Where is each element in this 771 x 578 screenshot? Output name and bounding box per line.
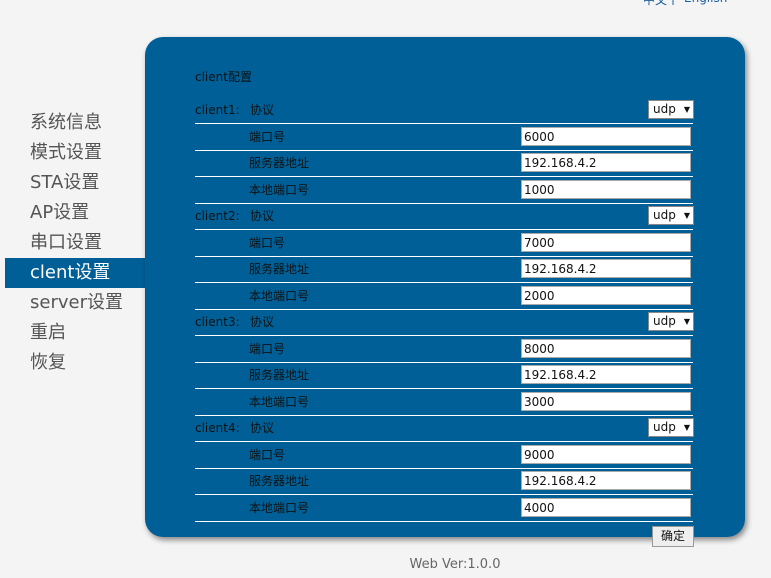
field-input[interactable]: 192.168.4.2 [521,471,691,490]
field-label: 端口号 [249,447,286,462]
language-link[interactable]: 中文 [643,0,668,7]
field-input[interactable]: 192.168.4.2 [521,365,691,384]
field-row: 服务器地址 192.168.4.2 [195,150,693,177]
field-row: 端口号 8000 [195,336,693,363]
field-input[interactable]: 4000 [521,497,691,517]
field-label: 端口号 [249,129,286,144]
field-label: 本地端口号 [249,394,310,409]
client-label: client2: [195,209,240,223]
sidebar-item[interactable]: 恢复 [30,352,66,373]
sidebar-item[interactable]: 模式设置 [30,142,102,163]
dropdown-arrow: ▼ [683,317,690,326]
field-row: 服务器地址 192.168.4.2 [195,468,693,495]
sidebar-item[interactable]: 串口设置 [30,232,102,253]
dropdown-arrow: ▼ [683,423,690,432]
sidebar-item[interactable]: 系统信息 [30,112,102,133]
footer: Web Ver:1.0.0 [409,557,501,572]
field-row: 端口号 7000 [195,230,693,257]
field-row: 本地端口号 1000 [195,177,693,204]
client-header: client3: 协议 udp ▼ [195,309,694,336]
client-header: client1: 协议 udp ▼ [195,97,694,124]
sidebar-item[interactable]: 重启 [30,322,66,343]
protocol-label: 协议 [250,209,275,223]
client-label: client4: [195,421,240,435]
field-row: 端口号 6000 [195,124,693,151]
protocol-select[interactable]: udp ▼ [648,100,694,119]
field-input[interactable]: 192.168.4.2 [521,153,691,172]
field-input[interactable]: 192.168.4.2 [521,259,691,278]
field-label: 本地端口号 [249,288,310,303]
field-label: 本地端口号 [249,500,310,515]
field-input[interactable]: 7000 [521,232,691,252]
client-label: client3: [195,315,240,329]
protocol-label: 协议 [250,103,275,117]
sidebar-item[interactable]: server设置 [30,292,123,313]
field-row: 服务器地址 192.168.4.2 [195,256,693,283]
field-label: 端口号 [249,235,286,250]
protocol-select[interactable]: udp ▼ [648,206,694,225]
protocol-select[interactable]: udp ▼ [648,312,694,331]
client-header: client2: 协议 udp ▼ [195,203,694,230]
field-row: 本地端口号 2000 [195,283,693,310]
submit-button[interactable]: 确定 [652,526,694,547]
field-label: 本地端口号 [249,182,310,197]
protocol-label: 协议 [250,421,275,435]
field-label: 服务器地址 [249,156,310,170]
client-header: client4: 协议 udp ▼ [195,415,694,442]
protocol-select[interactable]: udp ▼ [648,418,694,437]
panel: client配置 client1: 协议 udp ▼ 端口号 6000 服务器地址 192.16… [145,37,745,537]
field-input[interactable]: 1000 [521,179,691,199]
field-input[interactable]: 9000 [521,444,691,464]
field-input[interactable]: 3000 [521,391,691,411]
protocol-label: 协议 [250,315,275,329]
field-input[interactable]: 6000 [521,126,691,146]
client-label: client1: [195,103,240,117]
sidebar-item[interactable]: clent设置 [5,258,145,288]
field-input[interactable]: 8000 [521,338,691,358]
sidebar-item[interactable]: STA设置 [30,172,100,193]
field-label: 服务器地址 [249,262,310,276]
dropdown-arrow: ▼ [683,211,690,220]
sidebar-item[interactable]: AP设置 [30,202,90,223]
language-link[interactable]: English [684,0,727,5]
field-row: 服务器地址 192.168.4.2 [195,362,693,389]
field-label: 端口号 [249,341,286,356]
field-row: 本地端口号 4000 [195,495,693,522]
panel-title: client配置 [195,70,252,84]
field-label: 服务器地址 [249,368,310,382]
field-row: 端口号 9000 [195,442,693,469]
field-row: 本地端口号 3000 [195,389,693,416]
dropdown-arrow: ▼ [683,105,690,114]
field-label: 服务器地址 [249,474,310,488]
separator: | [671,0,675,5]
field-input[interactable]: 2000 [521,285,691,305]
